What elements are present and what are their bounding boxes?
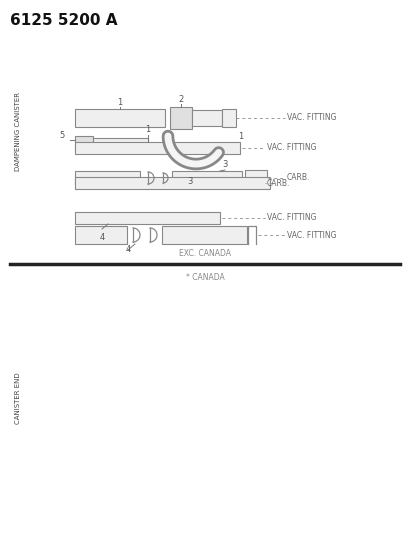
Text: 1: 1 [237, 132, 243, 141]
Bar [172, 171, 241, 185]
Bar [75, 136, 93, 150]
Text: 3: 3 [187, 176, 192, 185]
Text: CARB.: CARB. [286, 174, 310, 182]
Text: 2: 2 [178, 95, 183, 104]
Text: VAC. FITTING: VAC. FITTING [286, 230, 336, 239]
Text: DAMPENING CANISTER: DAMPENING CANISTER [15, 92, 21, 172]
Text: VAC. FITTING: VAC. FITTING [286, 114, 336, 123]
Text: 6125 5200 A: 6125 5200 A [10, 13, 117, 28]
Bar [162, 226, 246, 244]
Text: 4: 4 [99, 233, 104, 242]
Bar [75, 177, 270, 189]
Text: EXC. CANADA: EXC. CANADA [179, 249, 230, 258]
Bar [93, 138, 148, 148]
Bar [75, 142, 239, 154]
Text: 1: 1 [117, 98, 122, 107]
Bar [75, 109, 164, 127]
Bar [245, 170, 266, 186]
Text: 5: 5 [59, 131, 65, 140]
Text: CANISTER END: CANISTER END [15, 373, 21, 424]
Bar [191, 110, 221, 126]
Text: 4: 4 [125, 245, 130, 254]
Text: VAC. FITTING: VAC. FITTING [266, 143, 316, 152]
Text: 3: 3 [222, 160, 227, 169]
Text: CARB.: CARB. [266, 179, 290, 188]
Text: 1: 1 [145, 125, 150, 134]
Text: VAC. FITTING: VAC. FITTING [266, 214, 316, 222]
Bar [75, 226, 127, 244]
Bar [170, 107, 191, 129]
Text: * CANADA: * CANADA [185, 273, 224, 282]
Bar [75, 171, 139, 185]
Bar [221, 109, 236, 127]
Bar [75, 212, 220, 224]
